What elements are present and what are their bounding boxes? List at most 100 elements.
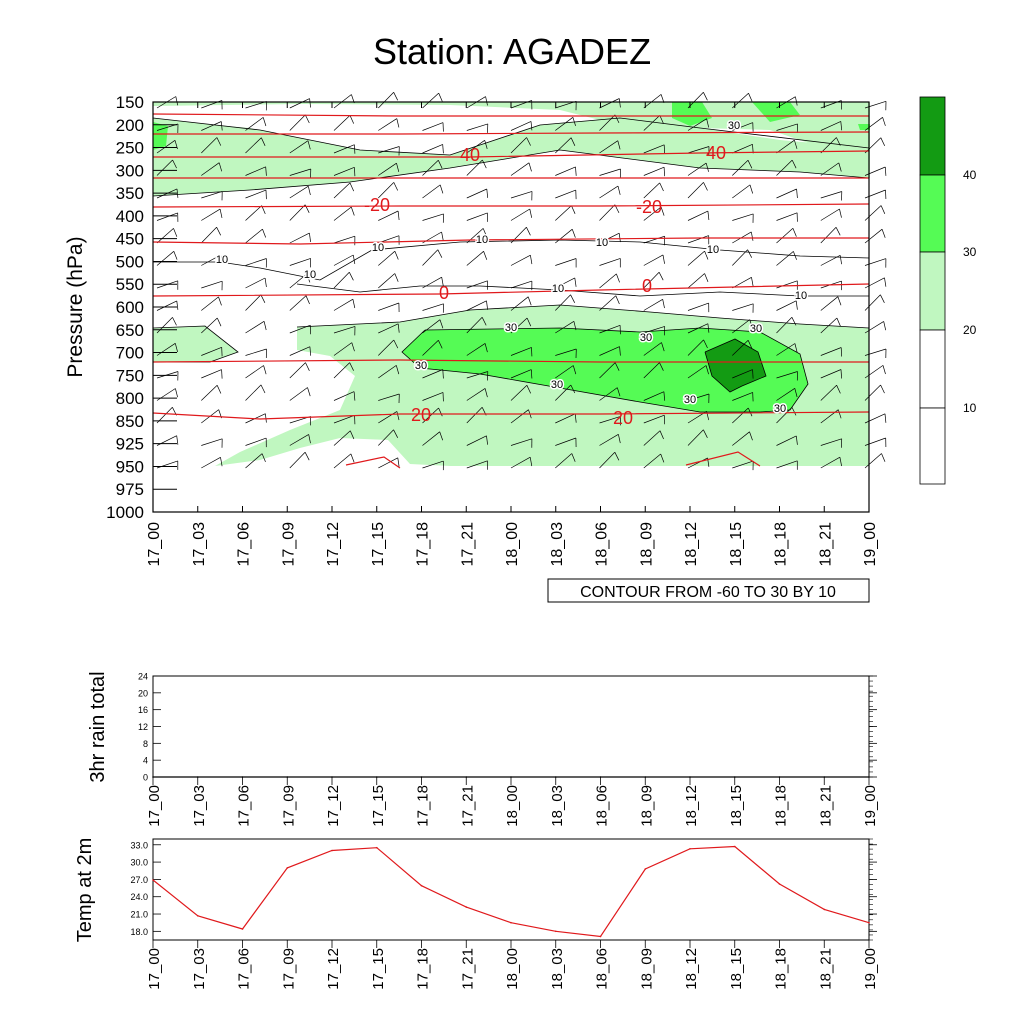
data-point	[555, 931, 557, 933]
wind-barb-staff	[201, 227, 216, 243]
data-point	[510, 922, 512, 924]
wind-barb-staff	[732, 214, 753, 221]
wind-barb-feather	[796, 301, 797, 310]
pressure-tick-label: 250	[116, 139, 144, 158]
wind-barb-staff	[511, 209, 530, 221]
colorbar-box	[920, 252, 945, 330]
time-tick-label: 18_18	[773, 522, 790, 567]
wind-barb-feather	[308, 388, 311, 397]
wind-barb-feather	[354, 167, 355, 176]
time-tick-label: 17_09	[280, 522, 297, 567]
wind-barb-feather	[619, 233, 620, 242]
wind-barb-staff	[423, 250, 438, 266]
wind-barb-staff	[688, 182, 704, 198]
wind-barb-staff	[290, 258, 311, 265]
data-point	[779, 776, 781, 778]
wind-barb-feather	[616, 274, 619, 283]
wind-barb-staff	[511, 163, 529, 176]
wind-barb-staff	[423, 93, 439, 108]
contour-label: 10	[476, 234, 488, 246]
time-tick-label: 18_12	[683, 522, 700, 567]
contour-label: 20	[411, 405, 431, 425]
data-point	[645, 868, 647, 870]
wind-barb-staff	[334, 115, 350, 130]
colorbar-label: 20	[963, 323, 977, 337]
wind-barb-feather	[394, 182, 398, 190]
y-tick-label: 33.0	[130, 840, 148, 850]
wind-barb-feather	[439, 93, 443, 101]
wind-barb-feather	[571, 206, 575, 214]
wind-barb-feather	[752, 277, 754, 286]
wind-barb-feather	[394, 92, 398, 100]
wind-barb-feather	[840, 255, 841, 264]
wind-barb-staff	[821, 209, 840, 221]
contour-label: 10	[216, 254, 228, 266]
wind-barb-staff	[777, 251, 794, 265]
wind-barb-staff	[246, 259, 267, 266]
wind-barb-staff	[378, 303, 399, 311]
data-point	[868, 922, 870, 924]
contour-label: 0	[642, 276, 652, 296]
chart-title: Station: AGADEZ	[373, 31, 651, 72]
contour-label: 20	[613, 408, 633, 428]
wind-barb-feather	[177, 301, 178, 310]
wind-barb-staff	[246, 295, 261, 311]
wind-barb-staff	[600, 258, 621, 265]
wind-barb-feather	[797, 189, 798, 198]
wind-barb-feather	[882, 454, 886, 462]
time-tick-label: 17_03	[191, 522, 208, 567]
x-tick-label: 18_12	[683, 785, 700, 827]
wind-barb-feather	[881, 385, 885, 393]
wind-barb-feather	[174, 251, 177, 259]
data-point	[287, 776, 289, 778]
data-point	[421, 776, 423, 778]
data-point	[689, 776, 691, 778]
wind-barb-staff	[732, 185, 750, 198]
time-tick-label: 18_21	[817, 522, 834, 567]
pressure-tick-label: 600	[116, 298, 144, 317]
data-point	[510, 776, 512, 778]
wind-barb-feather	[398, 211, 399, 220]
wind-barb-feather	[616, 296, 620, 304]
wind-barb-feather	[884, 321, 886, 330]
pressure-tick-label: 150	[116, 93, 144, 112]
wind-barb-feather	[220, 209, 222, 218]
wind-barb-feather	[261, 385, 265, 393]
rain-axis-label: 3hr rain total	[87, 671, 109, 782]
data-point	[152, 776, 154, 778]
y-tick-label: 27.0	[130, 875, 148, 885]
x-tick-label: 18_06	[594, 948, 611, 990]
data-point	[197, 915, 199, 917]
data-point	[421, 885, 423, 887]
wind-barb-staff	[290, 388, 308, 401]
contour-label: 40	[706, 143, 726, 163]
wind-barb-feather	[442, 232, 444, 241]
wind-barb-staff	[246, 385, 262, 401]
x-tick-label: 19_00	[862, 785, 879, 827]
pressure-axis-label: Pressure (hPa)	[64, 236, 87, 377]
wind-barb-staff	[334, 207, 351, 221]
data-point	[824, 909, 826, 911]
y-tick-label: 8	[143, 739, 148, 749]
data-point	[466, 776, 468, 778]
wind-barb-staff	[334, 236, 355, 243]
data-point	[734, 846, 736, 848]
wind-barb-feather	[530, 209, 532, 218]
x-tick-label: 17_21	[459, 948, 476, 990]
pressure-tick-label: 300	[116, 161, 144, 180]
wind-barb-staff	[246, 190, 267, 198]
wind-barb-staff	[201, 370, 221, 378]
wind-barb-feather	[174, 228, 177, 236]
wind-barb-feather	[793, 228, 797, 236]
wind-barb-staff	[777, 301, 797, 311]
wind-barb-staff	[246, 349, 267, 356]
temperature-frame	[153, 839, 869, 940]
colorbar-box	[920, 175, 945, 252]
x-tick-label: 18_03	[549, 785, 566, 827]
wind-barb-staff	[201, 281, 222, 288]
wind-barb-staff	[467, 124, 488, 131]
wind-barb-staff	[334, 299, 353, 310]
wind-barb-feather	[261, 295, 265, 303]
time-tick-label: 18_03	[549, 522, 566, 567]
